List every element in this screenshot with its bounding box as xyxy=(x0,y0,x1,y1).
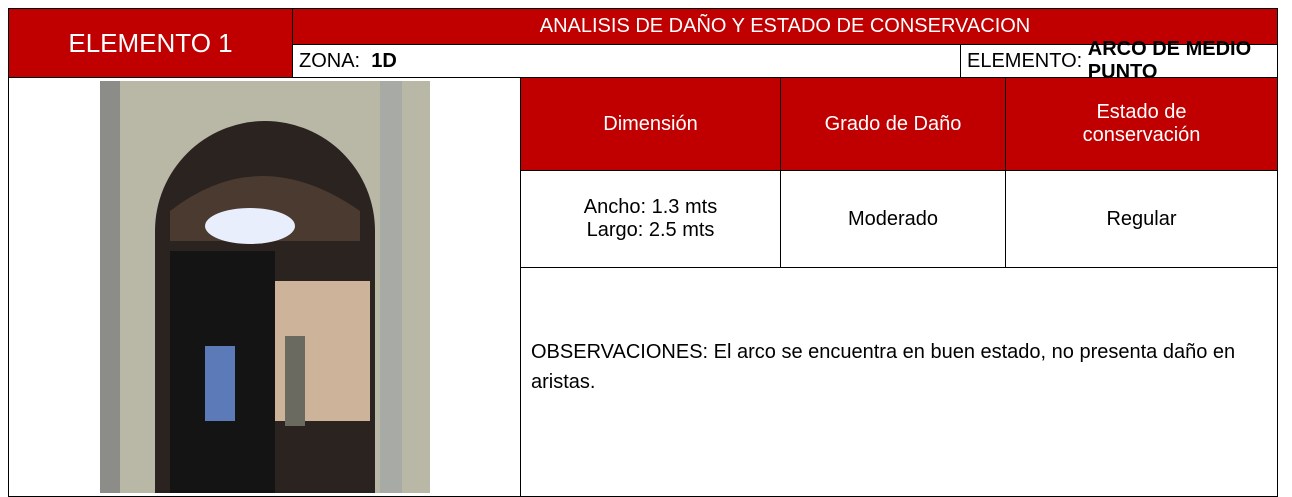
picture xyxy=(204,346,235,421)
elemento-label: ELEMENTO: xyxy=(967,49,1083,72)
column xyxy=(379,81,402,493)
damage-cell: Moderado xyxy=(780,170,1006,268)
dimension-cell: Ancho: 1.3 mts Largo: 2.5 mts xyxy=(520,170,781,268)
column xyxy=(99,81,120,493)
dimension-length: Largo: 2.5 mts xyxy=(586,219,715,241)
header-cell: Estado de conservación xyxy=(1005,77,1278,171)
header-cell: Dimensión xyxy=(520,77,781,171)
elemento-cell: ELEMENTO: ARCO DE MEDIO PUNTO xyxy=(960,38,1278,83)
zona-value: 1D xyxy=(371,49,397,72)
light xyxy=(204,208,295,244)
title: ANALISIS DE DAÑO Y ESTADO DE CONSERVACIO… xyxy=(292,8,1278,45)
zona-label: ZONA: xyxy=(299,49,361,72)
header-cell: Grado de Daño xyxy=(780,77,1006,171)
element-label: ELEMENTO 1 xyxy=(8,8,293,78)
dimension-width: Ancho: 1.3 mts xyxy=(583,196,718,218)
person xyxy=(284,336,305,426)
condition-cell: Regular xyxy=(1005,170,1278,268)
photo xyxy=(99,81,430,493)
photo-cell xyxy=(8,77,521,497)
observations: OBSERVACIONES: El arco se encuentra en b… xyxy=(520,267,1278,497)
zona-cell: ZONA: 1D xyxy=(292,44,961,78)
